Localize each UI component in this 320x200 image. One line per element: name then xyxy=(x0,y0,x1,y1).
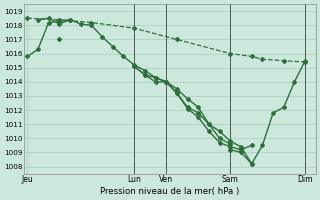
X-axis label: Pression niveau de la mer( hPa ): Pression niveau de la mer( hPa ) xyxy=(100,187,240,196)
